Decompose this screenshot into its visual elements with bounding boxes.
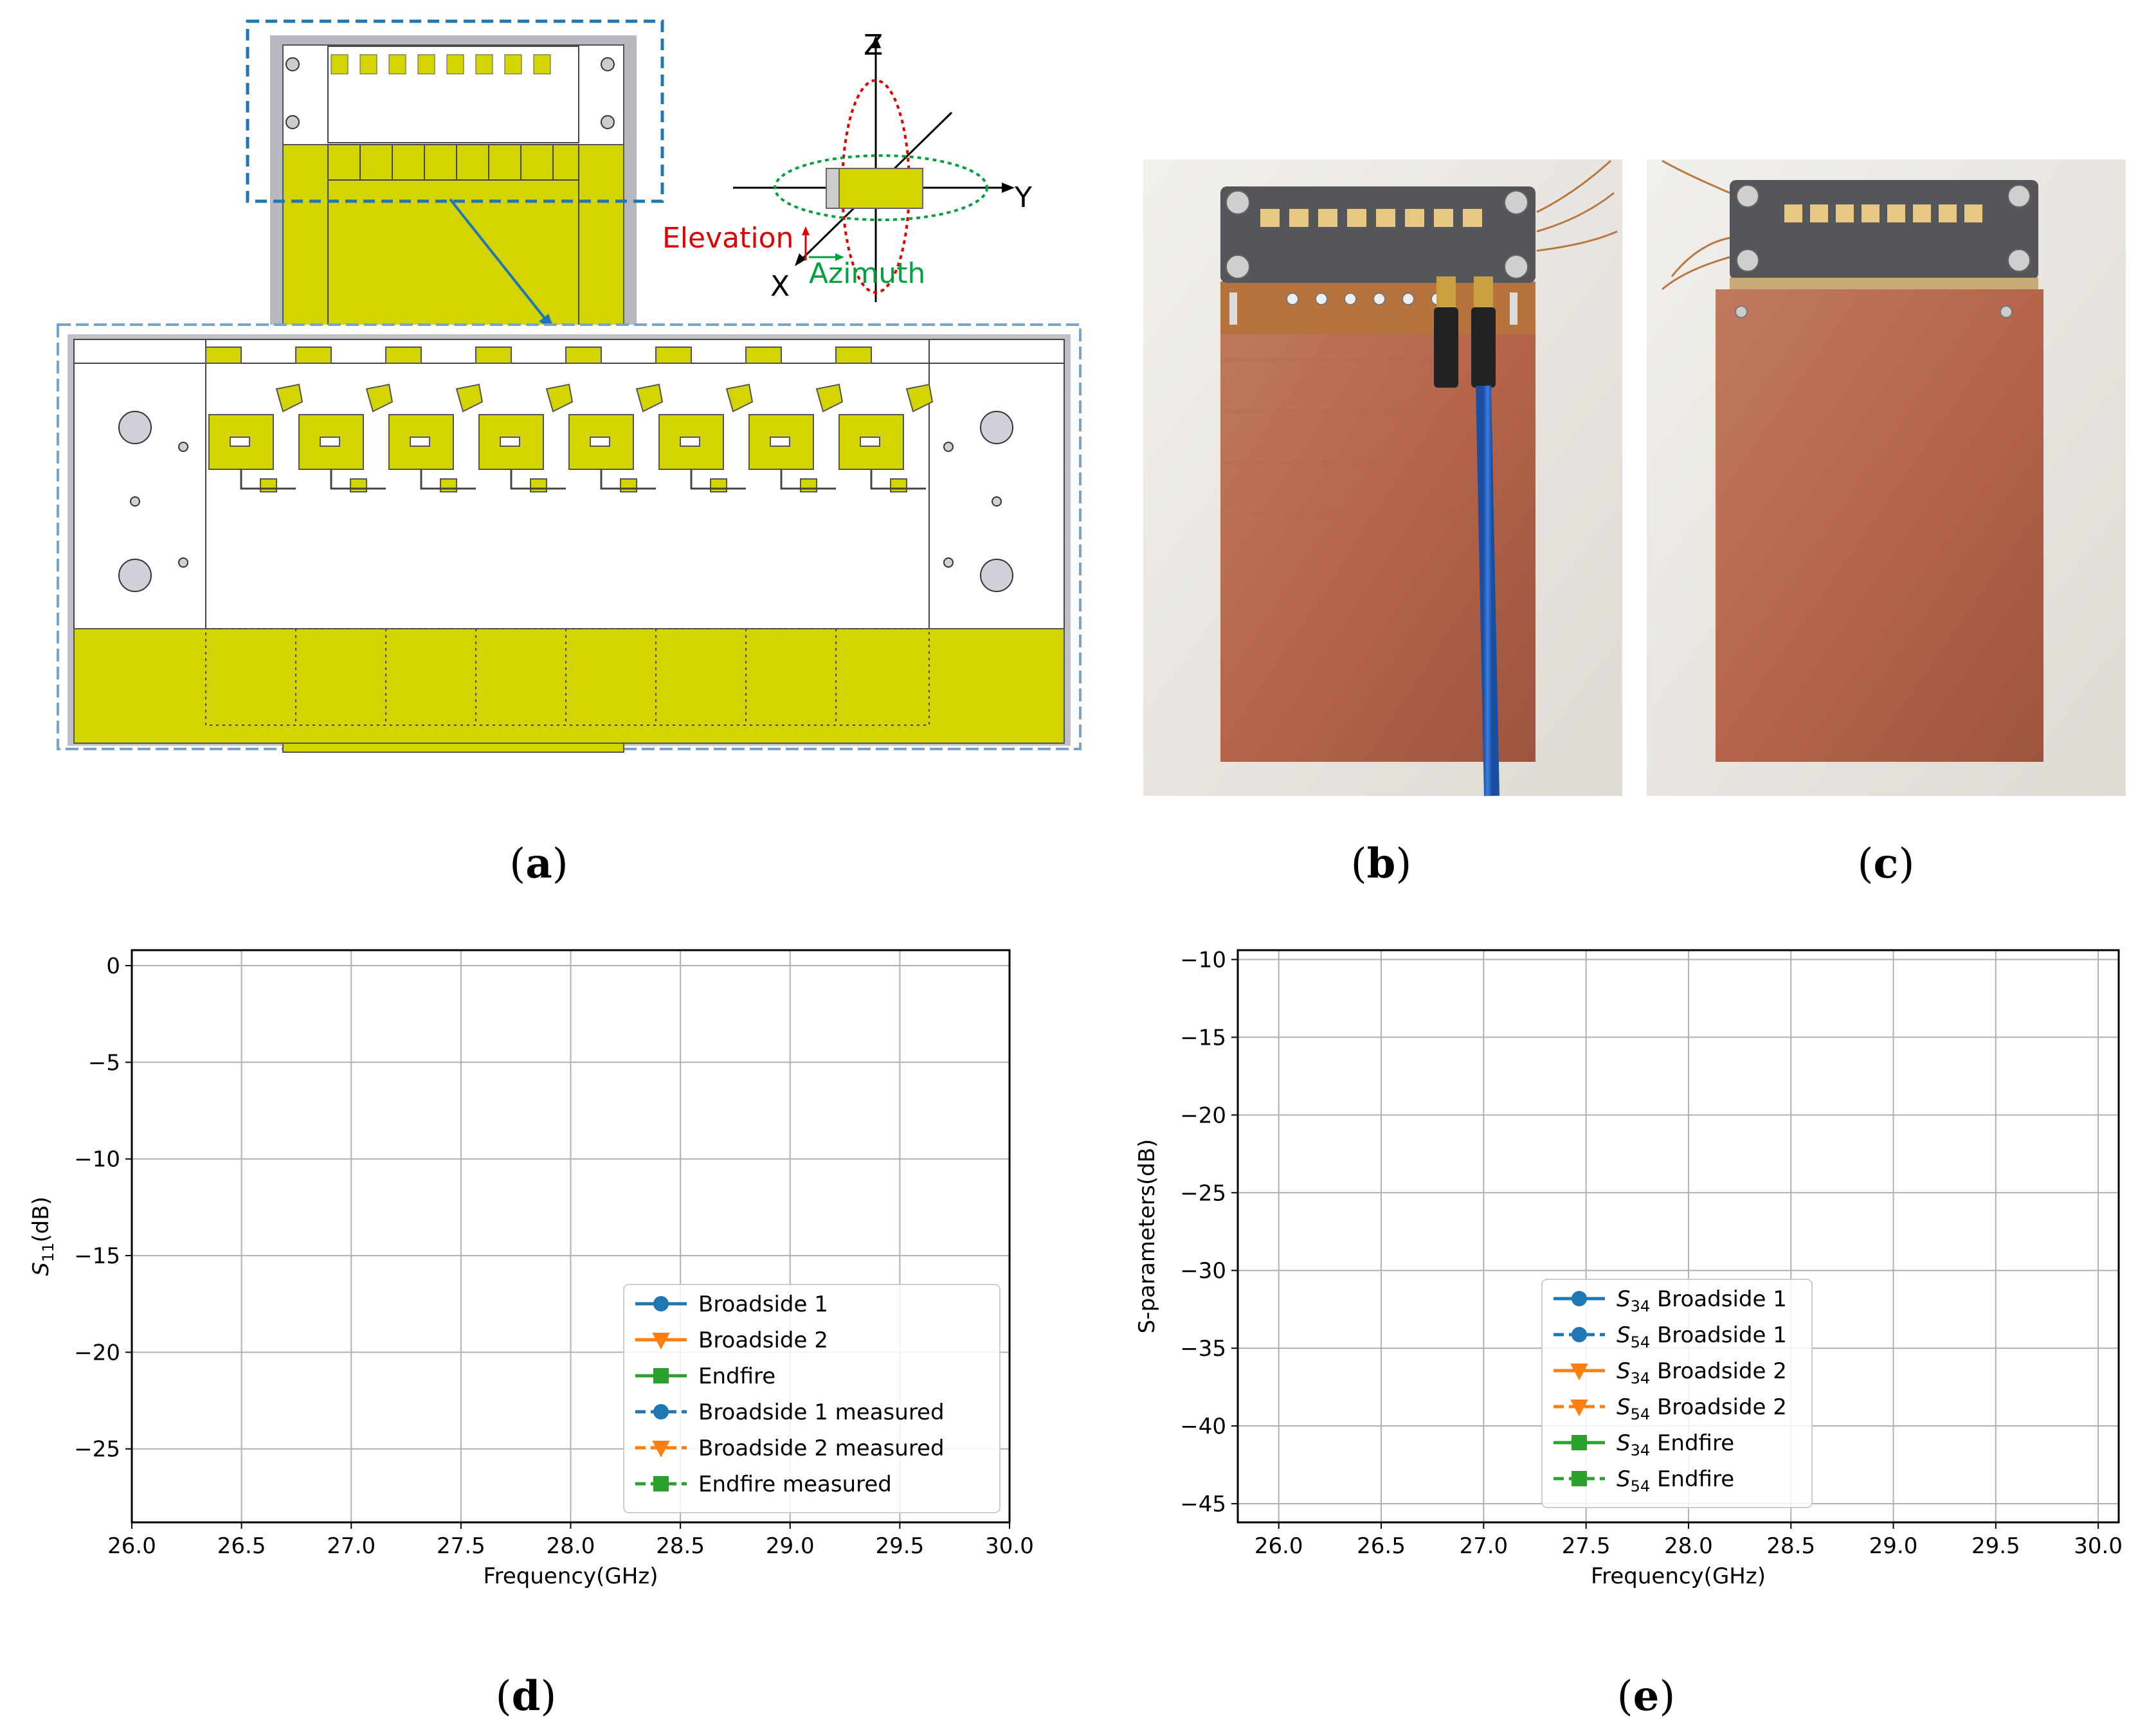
antenna-element-array (205, 347, 934, 492)
legend-box (623, 1284, 1001, 1513)
panel-a: Z Y X Elevation Azimuth (a) (57, 19, 1082, 888)
legend-marker (652, 1440, 670, 1458)
legend-marker (1572, 1435, 1587, 1450)
elevation-label: Elevation (662, 222, 793, 255)
tick-label-x: 26.0 (107, 1533, 156, 1559)
legend-marker (653, 1296, 669, 1311)
zoom-region-box (246, 19, 664, 203)
tick-label-y: −40 (1180, 1414, 1226, 1439)
tick-label-y: −5 (88, 1050, 120, 1076)
azimuth-label: Azimuth (809, 257, 925, 290)
chart-e-ticks: 26.0 26.5 27.0 27.5 28.0 28.5 29.0 29.5 30.0 −10 −… (1180, 948, 2123, 1559)
legend-label: S54 Broadside 2 (1617, 1394, 1787, 1423)
chart-e-frame (1237, 949, 2120, 1524)
legend-marker (1572, 1327, 1587, 1342)
tick-label-x: 30.0 (985, 1533, 1034, 1559)
legend-marker (653, 1404, 669, 1419)
caption-d: (d) (496, 1672, 557, 1720)
legend-marker (653, 1476, 669, 1491)
tick-label-y: −15 (74, 1243, 120, 1269)
tick-label-y: −15 (1180, 1025, 1226, 1050)
legend-label: S54 Endfire (1617, 1466, 1734, 1495)
antenna-board-icon (835, 168, 923, 209)
tick-label-x: 26.5 (1357, 1533, 1406, 1559)
legend-label: S34 Broadside 1 (1617, 1286, 1787, 1315)
axis-x-label: X (770, 270, 790, 303)
caption-c: (c) (1858, 840, 1915, 888)
caption-a: (a) (509, 840, 568, 888)
legend-label: S34 Broadside 2 (1617, 1358, 1787, 1387)
tick-label-x: 26.0 (1255, 1533, 1303, 1559)
tick-label-x: 29.5 (1971, 1533, 2020, 1559)
legend-marker (1572, 1291, 1587, 1306)
caption-e: (e) (1617, 1672, 1676, 1720)
azimuth-plane (774, 154, 988, 221)
axis-z-label: Z (864, 29, 883, 62)
chart-d-ylabel: S11(dB) (28, 1196, 57, 1276)
legend-label: Broadside 2 measured (698, 1436, 945, 1461)
tick-label-x: 29.0 (766, 1533, 815, 1559)
panel-c-photo-back: (c) (1647, 159, 2126, 888)
tick-label-y: −20 (1180, 1103, 1226, 1128)
tick-label-x: 27.0 (1459, 1533, 1508, 1559)
legend-marker (1570, 1363, 1588, 1381)
chart-e-xlabel: Frequency(GHz) (1591, 1563, 1766, 1589)
tick-label-y: −10 (74, 1147, 120, 1173)
tick-label-x: 28.5 (1766, 1533, 1815, 1559)
tick-label-y: −20 (74, 1340, 120, 1365)
tick-label-x: 28.0 (547, 1533, 595, 1559)
zoom-arrow (449, 198, 551, 326)
legend-box (1541, 1279, 1813, 1508)
legend-marker (1570, 1399, 1588, 1417)
tick-label-y: 0 (106, 953, 120, 979)
tick-label-x: 28.5 (656, 1533, 705, 1559)
chart-e-sparams: 26.0 26.5 27.0 27.5 28.0 28.5 29.0 29.5 30.0 −10 −… (1134, 948, 2123, 1720)
tick-label-y: −35 (1180, 1336, 1226, 1362)
tick-label-y: −45 (1180, 1491, 1226, 1517)
layout-zoomed-view (57, 323, 1082, 753)
legend-label: Broadside 1 (698, 1292, 828, 1317)
chart-d-legend: Broadside 1 Broadside 2 Endfire Broadside 1… (623, 1284, 1001, 1513)
legend-label: S34 Endfire (1617, 1430, 1734, 1459)
tick-label-x: 27.5 (1562, 1533, 1611, 1559)
tick-label-x: 29.0 (1869, 1533, 1918, 1559)
fixture-block (1220, 186, 1535, 283)
axis-y-label: Y (1014, 181, 1032, 214)
tick-label-x: 26.5 (217, 1533, 266, 1559)
chart-d-xlabel: Frequency(GHz) (484, 1563, 658, 1589)
legend-label: Broadside 1 measured (698, 1400, 945, 1425)
tick-label-x: 27.0 (327, 1533, 376, 1559)
caption-b: (b) (1351, 840, 1412, 888)
tick-label-x: 30.0 (2074, 1533, 2123, 1559)
tick-label-y: −10 (1180, 948, 1226, 973)
chart-d-s11: 26.0 26.5 27.0 27.5 28.0 28.5 29.0 29.5 30.0 0 −5 −… (28, 949, 1034, 1720)
legend-label: S54 Broadside 1 (1617, 1322, 1787, 1351)
coax-cables (1434, 276, 1499, 797)
coordinate-system: Z Y X Elevation Azimuth (662, 29, 1032, 303)
tick-label-x: 27.5 (437, 1533, 485, 1559)
tick-label-y: −30 (1180, 1258, 1226, 1284)
panel-b-photo-front: (b) (1143, 159, 1622, 888)
chart-e-legend: S34 Broadside 1 S54 Broadside 1 S34 Broads… (1541, 1279, 1813, 1508)
tick-label-x: 28.0 (1664, 1533, 1713, 1559)
legend-label: Endfire (698, 1364, 775, 1389)
legend-marker (652, 1332, 670, 1350)
legend-label: Endfire measured (698, 1472, 892, 1497)
copper-back-plane (1716, 289, 2043, 762)
tick-label-y: −25 (74, 1437, 120, 1463)
tick-label-y: −25 (1180, 1180, 1226, 1206)
chart-e-ylabel: S-parameters(dB) (1134, 1139, 1160, 1334)
mounting-holes (118, 411, 1013, 592)
small-antenna-elements (331, 54, 551, 75)
legend-marker (653, 1368, 669, 1383)
tick-label-x: 29.5 (876, 1533, 925, 1559)
chart-d-ticks: 26.0 26.5 27.0 27.5 28.0 28.5 29.0 29.5 30.0 0 −5 −… (74, 953, 1034, 1559)
legend-marker (1572, 1471, 1587, 1486)
legend-label: Broadside 2 (698, 1328, 828, 1353)
fixture-block-back (1730, 180, 2038, 280)
